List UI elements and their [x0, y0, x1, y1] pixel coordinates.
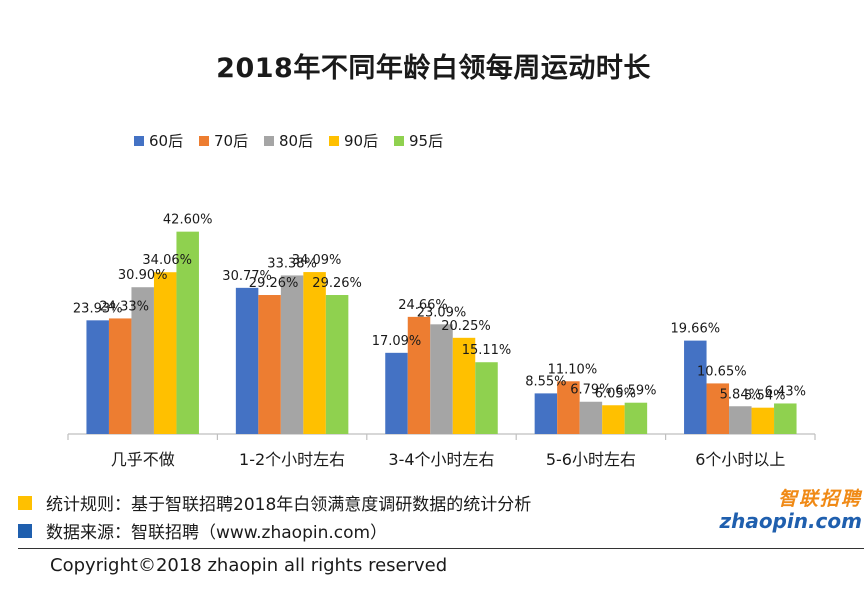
data-label: 8.55%: [525, 374, 566, 389]
legend-label-95后: 95后: [409, 132, 443, 150]
legend-label-70后: 70后: [214, 132, 248, 150]
bar-70后-2: [407, 316, 431, 434]
data-label: 11.10%: [548, 362, 598, 377]
bar-80后-1: [280, 275, 304, 434]
data-label: 24.33%: [99, 299, 149, 314]
bar-60后-2: [385, 352, 408, 434]
legend-swatch-90后: [329, 136, 339, 146]
data-label: 20.25%: [441, 319, 491, 334]
yellow-square-icon: [18, 495, 32, 510]
data-label: 5.84%: [720, 387, 761, 402]
legend-swatch-80后: [264, 136, 274, 146]
chart-title: 2018年不同年龄白领每周运动时长: [216, 53, 651, 84]
data-label: 6.59%: [615, 384, 656, 399]
data-label: 15.11%: [462, 343, 512, 358]
category-label: 5-6小时左右: [546, 450, 636, 469]
data-label: 6.79%: [570, 383, 611, 398]
legend-swatch-95后: [394, 136, 404, 146]
bar-90后-0: [153, 272, 177, 434]
data-label: 24.66%: [398, 298, 448, 313]
legend-swatch-70后: [199, 136, 209, 146]
zhaopin-logo: 智联招聘 zhaopin.com: [712, 484, 862, 533]
data-label: 34.09%: [292, 253, 342, 268]
bar-90后-3: [602, 405, 625, 434]
data-label: 10.65%: [697, 364, 747, 379]
data-label: 29.26%: [249, 276, 299, 291]
data-label: 6.43%: [765, 384, 806, 399]
data-label: 6.05%: [595, 386, 636, 401]
bar-80后-2: [430, 324, 453, 434]
logo-english-text: zhaopin.com: [719, 509, 862, 533]
legend-swatch-60后: [134, 136, 144, 146]
data-label: 17.09%: [372, 334, 422, 349]
data-source-text: 数据来源：智联招聘（www.zhaopin.com）: [46, 523, 388, 543]
bar-60后-0: [86, 320, 109, 434]
bar-70后-3: [557, 381, 580, 434]
bar-80后-4: [729, 406, 752, 434]
bar-80后-0: [131, 287, 154, 434]
bar-90后-4: [751, 407, 775, 434]
data-label: 23.93%: [73, 301, 123, 316]
data-label: 29.26%: [312, 276, 362, 291]
category-label: 6个小时以上: [695, 450, 785, 469]
bar-95后-4: [774, 403, 797, 434]
category-label: 3-4个小时左右: [388, 450, 494, 469]
data-label: 23.09%: [417, 305, 467, 320]
category-label: 1-2个小时左右: [239, 450, 345, 469]
data-label: 30.77%: [222, 269, 272, 284]
legend-label-90后: 90后: [344, 132, 378, 150]
statistics-rule-text: 统计规则：基于智联招聘2018年白领满意度调研数据的统计分析: [46, 495, 532, 515]
data-label: 33.38%: [267, 256, 317, 271]
bar-60后-3: [534, 393, 558, 434]
data-source-note: 数据来源：智联招聘（www.zhaopin.com）: [18, 518, 387, 543]
bar-95后-3: [624, 402, 648, 434]
bar-95后-1: [325, 295, 349, 434]
data-label: 30.90%: [118, 268, 168, 283]
chart: 23.93%24.33% 30.90%34.06% 42.60% 几乎不做 30.77%…: [67, 132, 816, 469]
bar-90后-1: [303, 272, 326, 434]
blue-square-icon: [18, 523, 32, 538]
data-label: 19.66%: [671, 322, 721, 337]
bar-95后-0: [176, 231, 199, 434]
bar-70后-0: [108, 318, 132, 434]
bar-90后-2: [452, 337, 476, 434]
logo-chinese-text: 智联招聘: [777, 488, 862, 510]
statistics-rule-note: 统计规则：基于智联招聘2018年白领满意度调研数据的统计分析: [18, 490, 531, 515]
footer-divider: [18, 548, 864, 549]
data-label: 5.54%: [744, 389, 785, 404]
bar-70后-4: [706, 383, 730, 434]
bar-70后-1: [258, 295, 281, 434]
category-label: 几乎不做: [111, 450, 175, 469]
bar-60后-4: [684, 340, 707, 434]
bar-60后-1: [235, 287, 259, 434]
legend-label-80后: 80后: [279, 132, 313, 150]
data-label: 42.60%: [163, 213, 213, 228]
copyright-text: Copyright©2018 zhaopin all rights reserv…: [50, 555, 448, 576]
bar-95后-2: [475, 362, 498, 434]
legend-label-60后: 60后: [149, 132, 183, 150]
bar-80后-3: [579, 401, 603, 434]
data-label: 34.06%: [142, 253, 192, 268]
